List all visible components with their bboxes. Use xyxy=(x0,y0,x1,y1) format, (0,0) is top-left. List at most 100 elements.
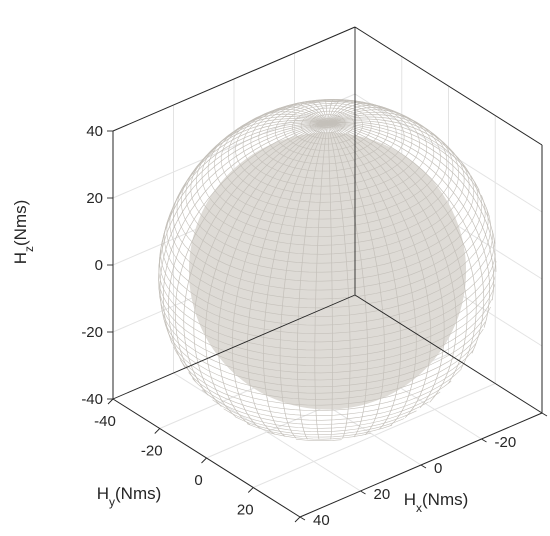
y-tick-label: 20 xyxy=(374,486,391,503)
sphere-parallel xyxy=(170,339,477,400)
sphere-meridian xyxy=(327,122,368,438)
x-tick-label: 0 xyxy=(194,472,202,489)
box-edge-top-right xyxy=(354,26,543,146)
sphere-parallel xyxy=(309,114,346,134)
sphere-parallel xyxy=(173,346,474,406)
sphere-parallel xyxy=(295,438,342,441)
x-tick-mark xyxy=(154,428,161,434)
sphere-meridian xyxy=(193,122,328,407)
sphere-meridian xyxy=(159,122,328,326)
z-axis-label: Hz(Nms) xyxy=(11,200,36,265)
sphere-meridian xyxy=(327,116,455,154)
sphere-meridian xyxy=(279,122,328,439)
sphere-parallel xyxy=(190,139,465,255)
sphere-parallel xyxy=(159,296,492,374)
sphere-meridian xyxy=(327,122,333,440)
y-tick-label: 40 xyxy=(313,512,330,529)
sphere-meridian xyxy=(168,122,328,368)
y-axis-label-units: (Nms) xyxy=(115,484,161,503)
sphere-meridian xyxy=(263,122,328,437)
y-axis-label-subscript: y xyxy=(109,495,115,509)
sphere-meridian xyxy=(327,122,457,403)
sphere-parallel xyxy=(158,280,496,366)
x-axis-label-units: (Nms) xyxy=(422,490,468,509)
sphere-parallel xyxy=(192,378,452,421)
z-axis-label-units: (Nms) xyxy=(11,200,30,246)
y-tick-label: -20 xyxy=(495,434,517,451)
sphere-parallel xyxy=(166,205,489,309)
sphere-meridian xyxy=(327,122,477,370)
sphere-parallel xyxy=(246,423,393,438)
sphere-meridian xyxy=(327,122,496,244)
sphere-meridian xyxy=(314,122,328,440)
sphere-meridian xyxy=(327,121,490,217)
sphere-surface xyxy=(158,98,497,441)
z-axis-label-main: H xyxy=(11,252,30,264)
gridline-z-on-y-pane xyxy=(354,93,543,213)
sphere-meridian xyxy=(204,122,328,417)
axis-labels: Hx(Nms)Hy(Nms)Hz(Nms) xyxy=(11,200,468,515)
sphere-parallel xyxy=(158,257,497,351)
sphere-meridian xyxy=(217,122,328,426)
sphere-parallel xyxy=(300,110,355,139)
sphere-parallel xyxy=(180,360,465,411)
sphere-parallel xyxy=(275,102,380,158)
x-axis-label: Hx(Nms) xyxy=(404,490,469,515)
sphere-meridian xyxy=(327,122,491,328)
sphere-parallel xyxy=(163,318,486,388)
sphere-fill xyxy=(188,132,467,410)
x-tick-mark xyxy=(201,457,207,464)
x-axis-label-subscript: x xyxy=(416,501,422,515)
sphere-parallel xyxy=(292,107,363,145)
box-edge-back-floor-y xyxy=(112,294,356,400)
sphere-meridian xyxy=(162,122,328,344)
y-tick-label: 0 xyxy=(434,460,442,477)
z-tick-label: 0 xyxy=(95,257,103,274)
sphere-meridian xyxy=(327,122,385,436)
sphere-meridian xyxy=(247,122,328,435)
y-tick-mark xyxy=(360,490,366,495)
sphere-meridian xyxy=(327,122,495,301)
sphere-parallel xyxy=(223,408,417,433)
sphere-parallel xyxy=(173,181,482,291)
x-tick-label: -40 xyxy=(94,413,116,430)
sphere-parallel xyxy=(212,399,429,429)
y-tick-mark xyxy=(481,438,487,443)
z-tick-label: 40 xyxy=(86,123,103,140)
sphere-parallel xyxy=(160,234,495,334)
sphere-parallel xyxy=(220,101,435,211)
sphere-parallel xyxy=(169,191,486,300)
axis-lines xyxy=(107,26,548,523)
z-axis-label-subscript: z xyxy=(22,246,36,252)
sphere-parallel xyxy=(181,160,474,273)
sphere-parallel xyxy=(162,227,493,326)
sphere-meridian xyxy=(327,122,445,409)
sphere-parallel xyxy=(176,172,479,282)
gridline-y-on-floor xyxy=(173,372,361,492)
sphere-meridian xyxy=(327,122,432,418)
sphere-parallel xyxy=(188,368,462,416)
y-axis-label-main: H xyxy=(97,484,109,503)
sphere-parallel xyxy=(267,431,372,440)
y-tick-mark xyxy=(541,412,548,417)
sphere-meridian xyxy=(183,122,328,396)
x-tick-mark xyxy=(294,516,301,523)
sphere-parallel xyxy=(158,273,496,359)
z-tick-label: -20 xyxy=(81,324,103,341)
sphere-parallel xyxy=(201,389,441,425)
x-axis-label-main: H xyxy=(404,490,416,509)
x-tick-label: 20 xyxy=(237,502,254,519)
sphere-meridian xyxy=(327,122,402,430)
z-tick-label: 20 xyxy=(86,190,103,207)
sphere-meridian xyxy=(327,122,485,354)
x-tick-mark xyxy=(107,398,114,405)
y-axis-label: Hy(Nms) xyxy=(97,484,162,509)
sphere-meridian xyxy=(231,122,328,429)
sphere-parallel xyxy=(185,149,470,264)
y-tick-mark xyxy=(420,464,427,469)
sphere-meridian xyxy=(296,122,328,440)
sphere-parallel xyxy=(283,105,372,151)
